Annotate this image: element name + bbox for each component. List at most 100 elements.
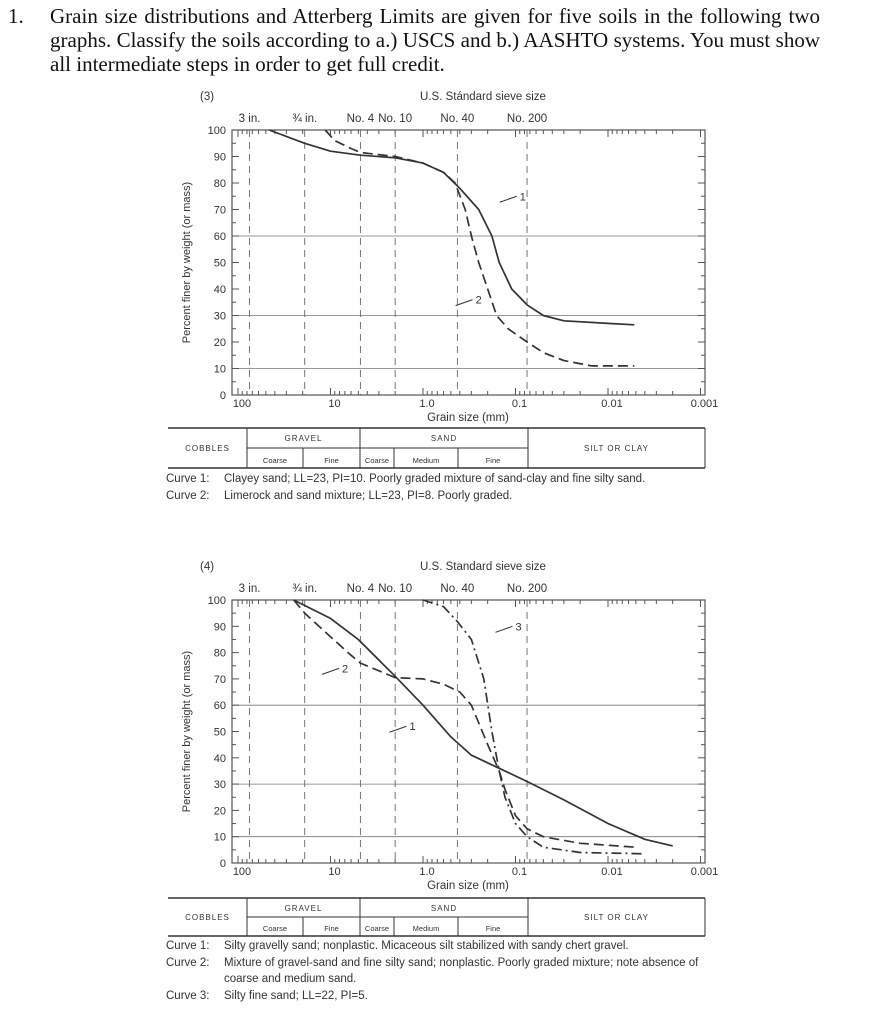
x-tick-label: 1.0 (419, 866, 434, 878)
caption-text: Silty fine sand; LL=22, PI=5. (224, 989, 368, 1002)
y-tick-label: 50 (214, 258, 226, 270)
soil-subclass-label: Coarse (263, 924, 287, 933)
y-axis-label: Percent finer by weight (or mass) (181, 651, 193, 812)
sieve-label: No. 200 (507, 583, 547, 595)
x-tick-label: 0.01 (601, 866, 622, 878)
y-tick-label: 90 (214, 152, 226, 164)
sieve-label: No. 200 (507, 113, 547, 125)
curve-2-label: 2 (342, 663, 348, 675)
curve-2 (324, 129, 635, 367)
soil-subclass-label: Coarse (365, 924, 389, 933)
sieve-label: 3 in. (239, 113, 261, 125)
x-tick-label: 0.01 (601, 398, 622, 410)
sieve-label: No. 10 (378, 583, 412, 595)
y-tick-label: 40 (214, 753, 226, 765)
x-tick-label: 10 (328, 866, 340, 878)
y-tick-label: 70 (214, 674, 226, 686)
x-tick-label: 0.1 (512, 866, 527, 878)
caption-row: Curve 2: Limerock and sand mixture; LL=23… (166, 488, 726, 505)
y-tick-label: 20 (214, 337, 226, 349)
gravel-label: GRAVEL (285, 434, 323, 443)
y-tick-label: 70 (214, 205, 226, 217)
caption-label: Curve 2: (166, 956, 210, 969)
cobbles-label: COBBLES (185, 444, 230, 453)
soil-subclass-label: Fine (486, 924, 501, 933)
panel-label: (3) (200, 91, 214, 103)
caption-row: Curve 1: Clayey sand; LL=23, PI=10. Poorl… (166, 471, 726, 488)
x-tick-label: 0.001 (691, 398, 719, 410)
question-text: Grain size distributions and Atterberg L… (50, 4, 820, 76)
caption-row: Curve 2: Mixture of gravel-sand and fine … (166, 955, 726, 988)
figure-3-captions: Curve 1: Clayey sand; LL=23, PI=10. Poorl… (166, 471, 726, 504)
caption-text: Clayey sand; LL=23, PI=10. Poorly graded… (224, 473, 646, 485)
caption-label: Curve 1: (166, 473, 210, 485)
soil-subclass-label: Coarse (365, 456, 389, 465)
curve-3 (422, 599, 645, 855)
y-tick-label: 100 (208, 595, 226, 607)
x-tick-label: 10 (328, 398, 340, 410)
soil-subclass-label: Coarse (263, 456, 287, 465)
x-tick-label: 0.1 (512, 398, 527, 410)
y-tick-label: 10 (214, 364, 226, 376)
caption-label: Curve 1: (166, 940, 210, 952)
y-tick-label: 80 (214, 178, 226, 190)
curve-3-label: 3 (516, 621, 522, 633)
y-tick-label: 30 (214, 311, 226, 323)
soil-subclass-label: Fine (486, 456, 501, 465)
soil-subclass-label: Fine (324, 456, 339, 465)
sieve-label: ¾ in. (292, 583, 317, 595)
x-axis-label: Grain size (mm) (427, 880, 509, 892)
y-tick-label: 30 (214, 779, 226, 791)
y-tick-label: 20 (214, 805, 226, 817)
figure-4-captions: Curve 1: Silty gravelly sand; nonplastic.… (166, 938, 726, 1004)
caption-row: Curve 1: Silty gravelly sand; nonplastic.… (166, 938, 726, 955)
y-tick-label: 0 (220, 390, 226, 402)
sieve-label: No. 40 (440, 583, 474, 595)
y-tick-label: 100 (208, 125, 226, 137)
question-number: 1. (8, 4, 24, 28)
x-tick-label: 100 (233, 398, 251, 410)
sieve-label: 3 in. (239, 583, 261, 595)
curve-label-arrow (321, 667, 340, 675)
question: 1. Grain size distributions and Atterber… (8, 4, 820, 76)
curve-1 (268, 129, 635, 326)
soil-subclass-label: Medium (413, 924, 440, 933)
silt-clay-label: SILT OR CLAY (584, 913, 649, 922)
curve-1 (293, 599, 673, 847)
y-tick-label: 90 (214, 621, 226, 633)
sieve-label: No. 40 (440, 113, 474, 125)
y-axis-label: Percent finer by weight (or mass) (181, 182, 193, 343)
caption-row: Curve 3: Silty fine sand; LL=22, PI=5. (166, 988, 726, 1005)
plot-frame (231, 129, 706, 396)
y-tick-label: 10 (214, 832, 226, 844)
curve-1-label: 1 (409, 721, 415, 733)
sand-label: SAND (431, 904, 457, 913)
x-tick-label: 100 (233, 866, 251, 878)
y-tick-label: 80 (214, 648, 226, 660)
caption-text: Limerock and sand mixture; LL=23, PI=8. … (224, 489, 513, 502)
curve-label-arrow (495, 625, 513, 633)
curve-2-label: 2 (476, 295, 482, 307)
curve-2 (293, 599, 636, 849)
x-tick-label: 0.001 (691, 866, 719, 878)
caption-label: Curve 3: (166, 989, 210, 1002)
sieve-label: No. 10 (378, 113, 412, 125)
panel-label: (4) (200, 561, 214, 573)
sieve-size-title: U.S. Stándard sieve size (420, 91, 546, 103)
cobbles-label: COBBLES (185, 913, 230, 922)
soil-subclass-label: Medium (413, 456, 440, 465)
x-tick-label: 1.0 (419, 398, 434, 410)
sand-label: SAND (431, 434, 457, 443)
curve-label-arrow (389, 725, 407, 733)
caption-text: Silty gravelly sand; nonplastic. Micaceo… (224, 940, 629, 952)
sieve-label: ¾ in. (292, 113, 317, 125)
caption-text: Mixture of gravel-sand and fine silty sa… (224, 956, 699, 986)
y-tick-label: 60 (214, 700, 226, 712)
sieve-label: No. 4 (347, 113, 375, 125)
caption-label: Curve 2: (166, 489, 210, 502)
x-axis-label: Grain size (mm) (427, 412, 509, 424)
plot-frame (231, 599, 706, 864)
gravel-label: GRAVEL (285, 904, 323, 913)
curve-label-arrow (499, 195, 517, 203)
